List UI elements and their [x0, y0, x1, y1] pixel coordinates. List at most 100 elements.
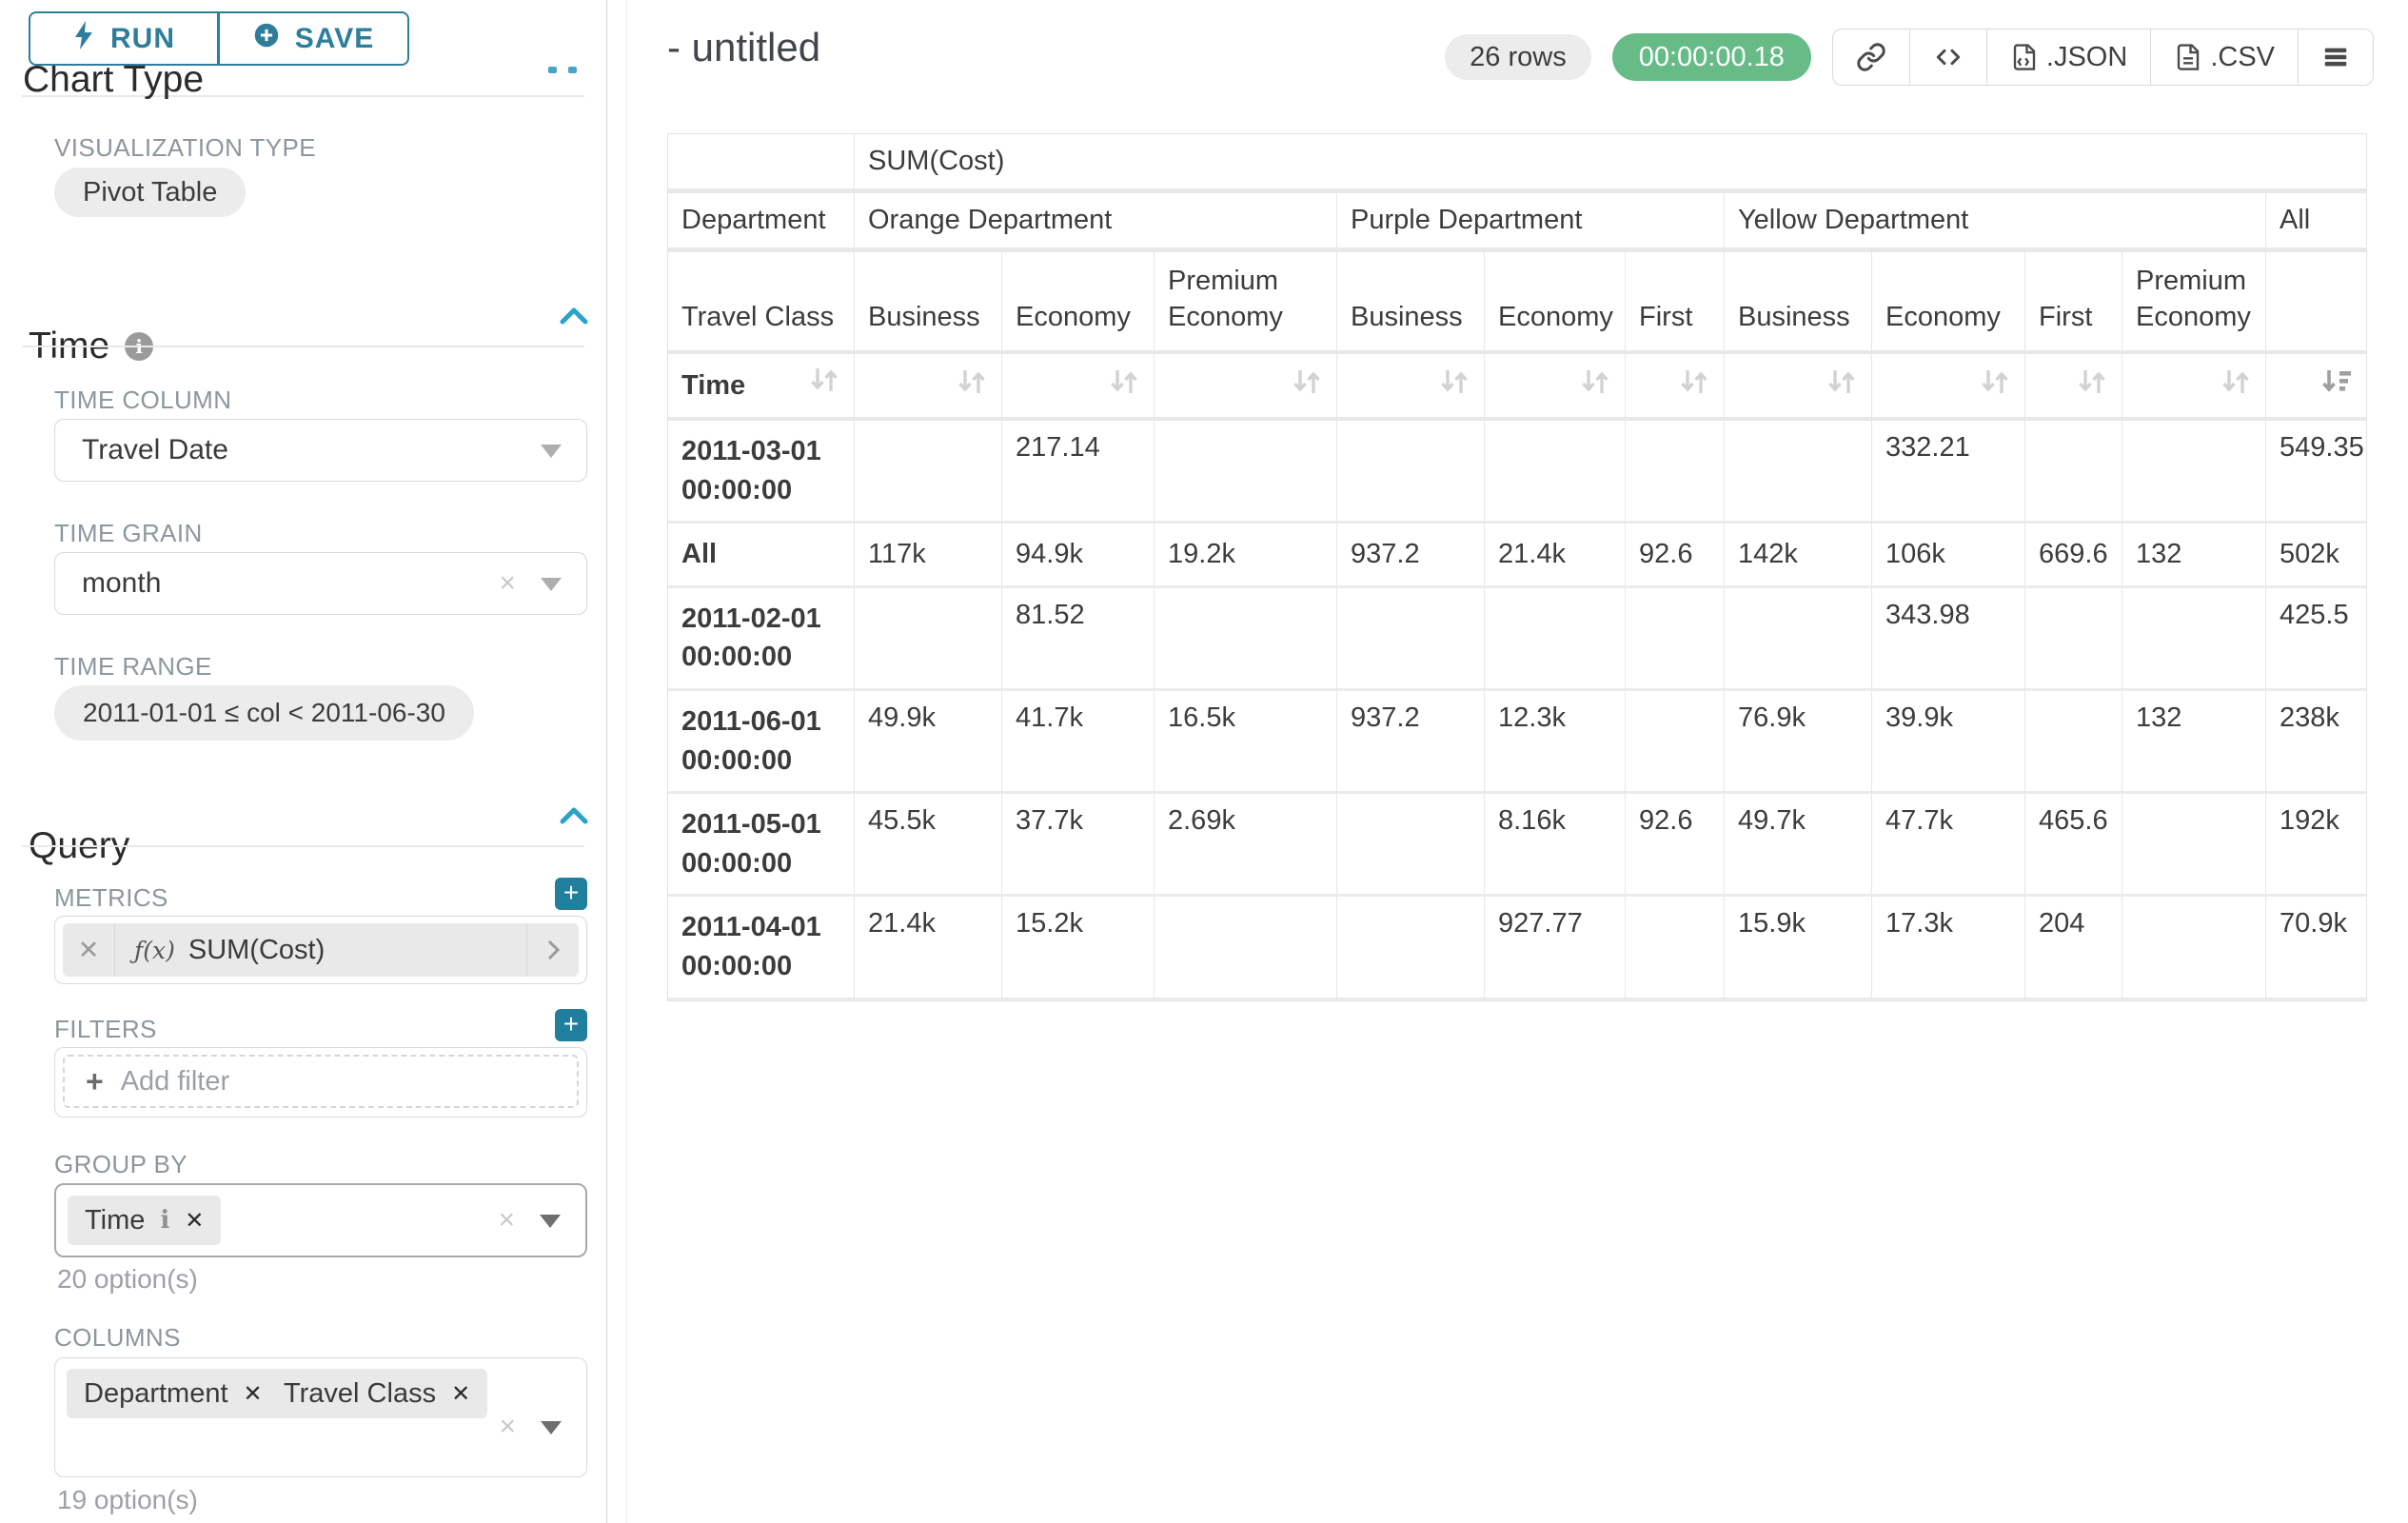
row-label-cell: 2011-06-01 00:00:00 — [668, 690, 855, 795]
panel-resize-gutter[interactable] — [607, 0, 627, 1523]
export-json-button[interactable]: .JSON — [1985, 30, 2150, 85]
sort-header[interactable] — [2122, 354, 2266, 421]
sort-icon[interactable] — [1678, 370, 1710, 403]
value-cell — [1626, 897, 1725, 1000]
columns-label: COLUMNS — [54, 1323, 181, 1352]
add-metric-button[interactable]: + — [555, 878, 587, 910]
clear-icon[interactable]: × — [499, 1411, 516, 1442]
columns-select[interactable]: Department ✕ Travel Class ✕ × — [54, 1357, 587, 1477]
chevron-right-icon[interactable] — [526, 923, 579, 977]
export-csv-button[interactable]: .CSV — [2150, 30, 2298, 85]
value-cell — [1485, 587, 1626, 691]
menu-button[interactable] — [2298, 30, 2373, 85]
embed-code-button[interactable] — [1908, 30, 1986, 85]
sort-header[interactable] — [1725, 354, 1872, 421]
value-cell: 21.4k — [1485, 524, 1626, 588]
value-cell — [1155, 587, 1337, 691]
value-cell — [1626, 420, 1725, 524]
sort-header[interactable] — [1002, 354, 1155, 421]
sort-icon[interactable] — [1291, 370, 1323, 403]
sort-icon[interactable] — [808, 366, 840, 405]
columns-chip[interactable]: Travel Class ✕ — [266, 1369, 488, 1418]
clear-icon[interactable]: × — [498, 1204, 515, 1236]
sort-desc-icon[interactable] — [2319, 370, 2353, 403]
remove-icon[interactable]: ✕ — [243, 1380, 263, 1407]
time-grain-select[interactable]: month × — [54, 552, 587, 615]
sort-icon[interactable] — [1979, 370, 2011, 403]
sort-header[interactable] — [2025, 354, 2122, 421]
value-cell: 15.9k — [1725, 897, 1872, 1000]
chip-label: Time — [85, 1204, 146, 1236]
chart-title[interactable]: - untitled — [667, 25, 821, 69]
sort-header[interactable] — [1155, 354, 1337, 421]
viz-type-pill[interactable]: Pivot Table — [54, 168, 247, 217]
run-button[interactable]: RUN — [29, 11, 219, 66]
sort-header[interactable] — [1337, 354, 1485, 421]
plus-circle-icon — [253, 22, 280, 56]
travel-class-header: First — [2025, 252, 2122, 355]
columns-chip[interactable]: Department ✕ — [67, 1369, 280, 1418]
sort-header[interactable] — [1485, 354, 1626, 421]
export-csv-label: .CSV — [2210, 41, 2275, 72]
chevron-up-icon[interactable] — [558, 804, 590, 832]
file-text-icon — [2178, 44, 2200, 70]
remove-icon[interactable]: ✕ — [185, 1207, 205, 1234]
save-button[interactable]: SAVE — [219, 11, 409, 66]
value-cell: 12.3k — [1485, 690, 1626, 795]
travel-class-header — [2266, 252, 2367, 355]
time-sort-header[interactable]: Time — [668, 354, 855, 421]
sort-header[interactable] — [1626, 354, 1725, 421]
clear-icon[interactable]: × — [499, 567, 516, 599]
group-by-select[interactable]: Time i ✕ × — [54, 1183, 587, 1257]
time-column-select[interactable]: Travel Date — [54, 419, 587, 482]
time-range-pill[interactable]: 2011-01-01 ≤ col < 2011-06-30 — [54, 685, 474, 741]
add-filter-plus-button[interactable]: + — [555, 1009, 587, 1041]
value-cell: 132 — [2122, 690, 2266, 795]
metric-header-cell: SUM(Cost) — [855, 134, 2367, 193]
value-cell: 76.9k — [1725, 690, 1872, 795]
row-label-cell: All — [668, 524, 855, 588]
share-link-button[interactable] — [1833, 30, 1909, 85]
value-cell: 937.2 — [1337, 690, 1485, 795]
chevron-down-icon — [541, 1421, 562, 1434]
value-cell: 465.6 — [2025, 794, 2122, 898]
value-cell: 19.2k — [1155, 524, 1337, 588]
value-cell — [1337, 587, 1485, 691]
sort-header-active[interactable] — [2266, 354, 2367, 421]
sort-icon[interactable] — [1438, 370, 1470, 403]
value-cell: 2.69k — [1155, 794, 1337, 898]
sort-icon[interactable] — [1826, 370, 1858, 403]
value-cell: 343.98 — [1872, 587, 2025, 691]
sort-header[interactable] — [855, 354, 1002, 421]
sort-icon[interactable] — [1579, 370, 1611, 403]
sort-icon[interactable] — [956, 370, 988, 403]
value-cell — [2122, 897, 2266, 1000]
row-label-cell: 2011-03-01 00:00:00 — [668, 420, 855, 524]
chevron-up-icon[interactable] — [558, 305, 590, 332]
remove-icon[interactable]: ✕ — [451, 1380, 471, 1407]
sort-header[interactable] — [1872, 354, 2025, 421]
metric-pill[interactable]: ✕ ƒ(x) SUM(Cost) — [63, 923, 579, 977]
travel-class-header: Business — [1337, 252, 1485, 355]
value-cell: 45.5k — [855, 794, 1002, 898]
run-label: RUN — [110, 22, 175, 54]
chart-type-section-title: Chart Type — [23, 59, 205, 101]
export-json-label: .JSON — [2045, 41, 2128, 72]
remove-metric-icon[interactable]: ✕ — [63, 923, 115, 977]
value-cell — [1485, 420, 1626, 524]
time-grain-label: TIME GRAIN — [54, 519, 203, 547]
value-cell — [1626, 587, 1725, 691]
sort-icon[interactable] — [2220, 370, 2252, 403]
add-filter-button[interactable]: + Add filter — [63, 1055, 579, 1108]
value-cell — [1337, 794, 1485, 898]
pivot-table: SUM(Cost) Department Orange Department Purp… — [667, 133, 2368, 1001]
value-cell — [1725, 420, 1872, 524]
query-timer-badge: 00:00:00.18 — [1611, 33, 1811, 81]
row-label-cell: 2011-04-01 00:00:00 — [668, 897, 855, 1000]
row-count-badge: 26 rows — [1445, 34, 1591, 80]
group-by-chip[interactable]: Time i ✕ — [68, 1196, 222, 1245]
sort-icon[interactable] — [1108, 370, 1140, 403]
sort-icon[interactable] — [2076, 370, 2108, 403]
control-panel: Chart Type RUN SAVE VISUALIZATION TYPE P… — [0, 0, 607, 1523]
value-cell: 41.7k — [1002, 690, 1155, 795]
